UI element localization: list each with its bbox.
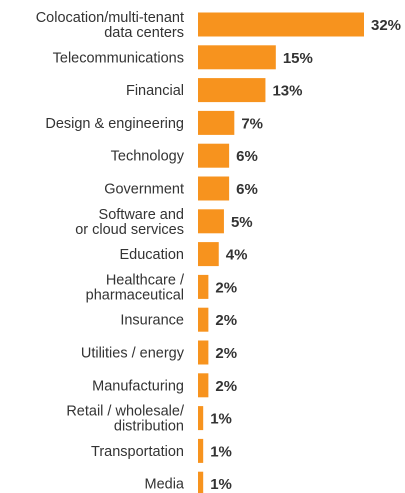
value-label-1: 15% bbox=[283, 50, 313, 67]
value-label-7: 4% bbox=[226, 247, 248, 264]
value-label-12: 1% bbox=[210, 411, 232, 428]
category-label-line: Technology bbox=[111, 149, 185, 165]
bars-group bbox=[198, 12, 364, 493]
category-label-2: Financial bbox=[126, 83, 184, 99]
category-label-11: Manufacturing bbox=[92, 378, 184, 394]
bar-9 bbox=[198, 307, 209, 332]
category-label-9: Insurance bbox=[120, 313, 184, 329]
bar-13 bbox=[198, 438, 204, 463]
bar-3 bbox=[198, 110, 235, 135]
value-label-3: 7% bbox=[241, 115, 263, 132]
value-label-4: 6% bbox=[236, 148, 258, 165]
category-label-line: Education bbox=[120, 247, 185, 263]
category-label-line: Manufacturing bbox=[92, 378, 184, 394]
category-label-line: Media bbox=[145, 477, 185, 493]
bar-12 bbox=[198, 406, 204, 431]
category-label-line: or cloud services bbox=[75, 222, 184, 238]
category-label-0: Colocation/multi-tenant data centers bbox=[36, 10, 184, 41]
category-label-line: data centers bbox=[104, 25, 184, 41]
category-label-line: Government bbox=[104, 182, 184, 198]
category-label-5: Government bbox=[104, 182, 184, 198]
category-label-4: Technology bbox=[111, 149, 185, 165]
bar-2 bbox=[198, 78, 266, 103]
bar-7 bbox=[198, 242, 219, 267]
value-label-14: 1% bbox=[210, 476, 232, 493]
bar-14 bbox=[198, 471, 204, 493]
category-label-line: distribution bbox=[114, 419, 184, 435]
bar-5 bbox=[198, 176, 230, 201]
category-label-10: Utilities / energy bbox=[81, 346, 185, 362]
category-label-line: Telecommunications bbox=[53, 50, 184, 66]
bar-10 bbox=[198, 340, 209, 365]
category-label-12: Retail / wholesale/distribution bbox=[66, 404, 185, 435]
value-label-5: 6% bbox=[236, 181, 258, 198]
category-label-line: pharmaceutical bbox=[86, 287, 184, 303]
bar-4 bbox=[198, 143, 230, 168]
category-labels-group: Colocation/multi-tenant data centers Telec… bbox=[36, 10, 185, 493]
bar-8 bbox=[198, 274, 209, 299]
category-label-line: Design & engineering bbox=[45, 116, 184, 132]
value-label-9: 2% bbox=[215, 312, 237, 329]
category-label-line: Colocation/multi-tenant bbox=[36, 10, 184, 26]
bar-1 bbox=[198, 45, 276, 70]
bar-0 bbox=[198, 12, 364, 37]
value-label-13: 1% bbox=[210, 443, 232, 460]
category-label-7: Education bbox=[120, 247, 185, 263]
category-label-8: Healthcare / pharmaceutical bbox=[86, 272, 185, 303]
category-label-line: Utilities / energy bbox=[81, 346, 185, 362]
value-label-10: 2% bbox=[215, 345, 237, 362]
category-label-line: Software and bbox=[99, 207, 184, 223]
category-label-6: Software and or cloud services bbox=[75, 207, 184, 238]
category-label-line: Insurance bbox=[120, 313, 184, 329]
category-label-14: Media bbox=[145, 477, 185, 493]
category-label-line: Financial bbox=[126, 83, 184, 99]
value-label-8: 2% bbox=[215, 279, 237, 296]
category-label-1: Telecommunications bbox=[53, 50, 184, 66]
category-label-line: Retail / wholesale/ bbox=[66, 404, 185, 420]
value-labels-group: 32% 15% 13% 7% 6% 6% 5% 4% 2% 2% 2% 2% 1% 1% 1% bbox=[210, 17, 401, 493]
value-label-11: 2% bbox=[215, 378, 237, 395]
bar-6 bbox=[198, 209, 224, 234]
value-label-0: 32% bbox=[371, 17, 401, 34]
category-label-line: Healthcare / bbox=[106, 272, 185, 288]
category-label-line: Transportation bbox=[91, 444, 184, 460]
value-label-2: 13% bbox=[272, 83, 302, 100]
value-label-6: 5% bbox=[231, 214, 253, 231]
category-label-3: Design & engineering bbox=[45, 116, 184, 132]
bar-11 bbox=[198, 373, 209, 398]
category-label-13: Transportation bbox=[91, 444, 184, 460]
